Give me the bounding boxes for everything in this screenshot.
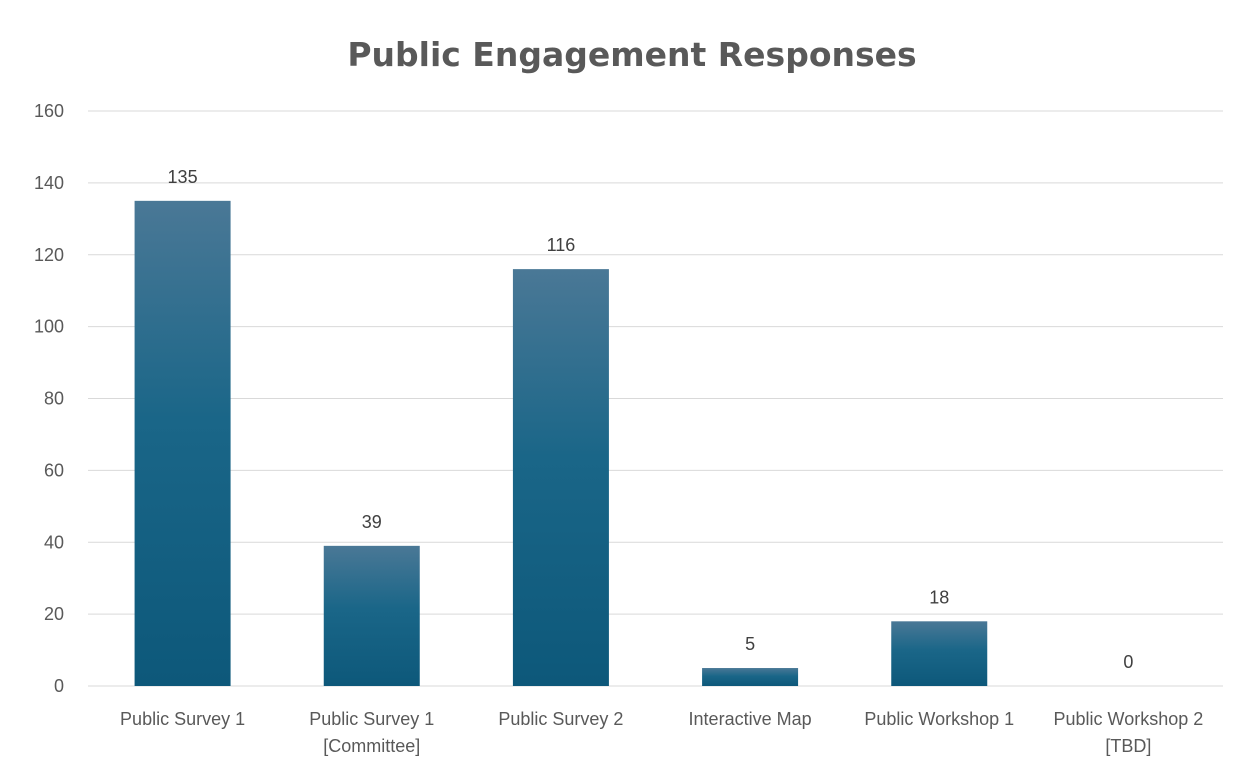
gridlines [88, 110, 1223, 687]
data-label: 116 [547, 235, 576, 255]
y-tick-label: 60 [44, 460, 64, 480]
data-label: 18 [929, 587, 949, 607]
data-labels: 135 39 116 5 18 0 [168, 167, 1134, 672]
bar [323, 545, 420, 686]
x-category-label: Public Survey 2 [498, 709, 623, 729]
chart-title: Public Engagement Responses [347, 35, 916, 74]
y-tick-label: 100 [34, 317, 64, 337]
data-label: 39 [362, 512, 382, 532]
y-axis-ticks: 0 20 40 60 80 100 120 140 160 [34, 101, 64, 696]
data-label: 5 [745, 634, 755, 654]
bars [134, 200, 988, 686]
x-category-label: Public Workshop 1 [864, 709, 1014, 729]
data-label: 0 [1123, 652, 1133, 672]
bar [702, 668, 799, 686]
x-category-label: [TBD] [1105, 736, 1151, 756]
y-tick-label: 120 [34, 245, 64, 265]
x-category-label: Interactive Map [689, 709, 812, 729]
y-tick-label: 0 [54, 676, 64, 696]
x-category-label: Public Survey 1 [120, 709, 245, 729]
y-tick-label: 20 [44, 604, 64, 624]
y-tick-label: 140 [34, 173, 64, 193]
x-axis-categories: Public Survey 1 Public Survey 1 [Committee… [120, 709, 1203, 756]
x-category-label: Public Workshop 2 [1054, 709, 1204, 729]
y-tick-label: 160 [34, 101, 64, 121]
y-tick-label: 40 [44, 532, 64, 552]
data-label: 135 [168, 167, 198, 187]
bar [891, 621, 988, 686]
x-category-label: Public Survey 1 [309, 709, 434, 729]
bar [134, 200, 231, 686]
y-tick-label: 80 [44, 389, 64, 409]
bar [512, 269, 609, 686]
x-category-label: [Committee] [323, 736, 420, 756]
